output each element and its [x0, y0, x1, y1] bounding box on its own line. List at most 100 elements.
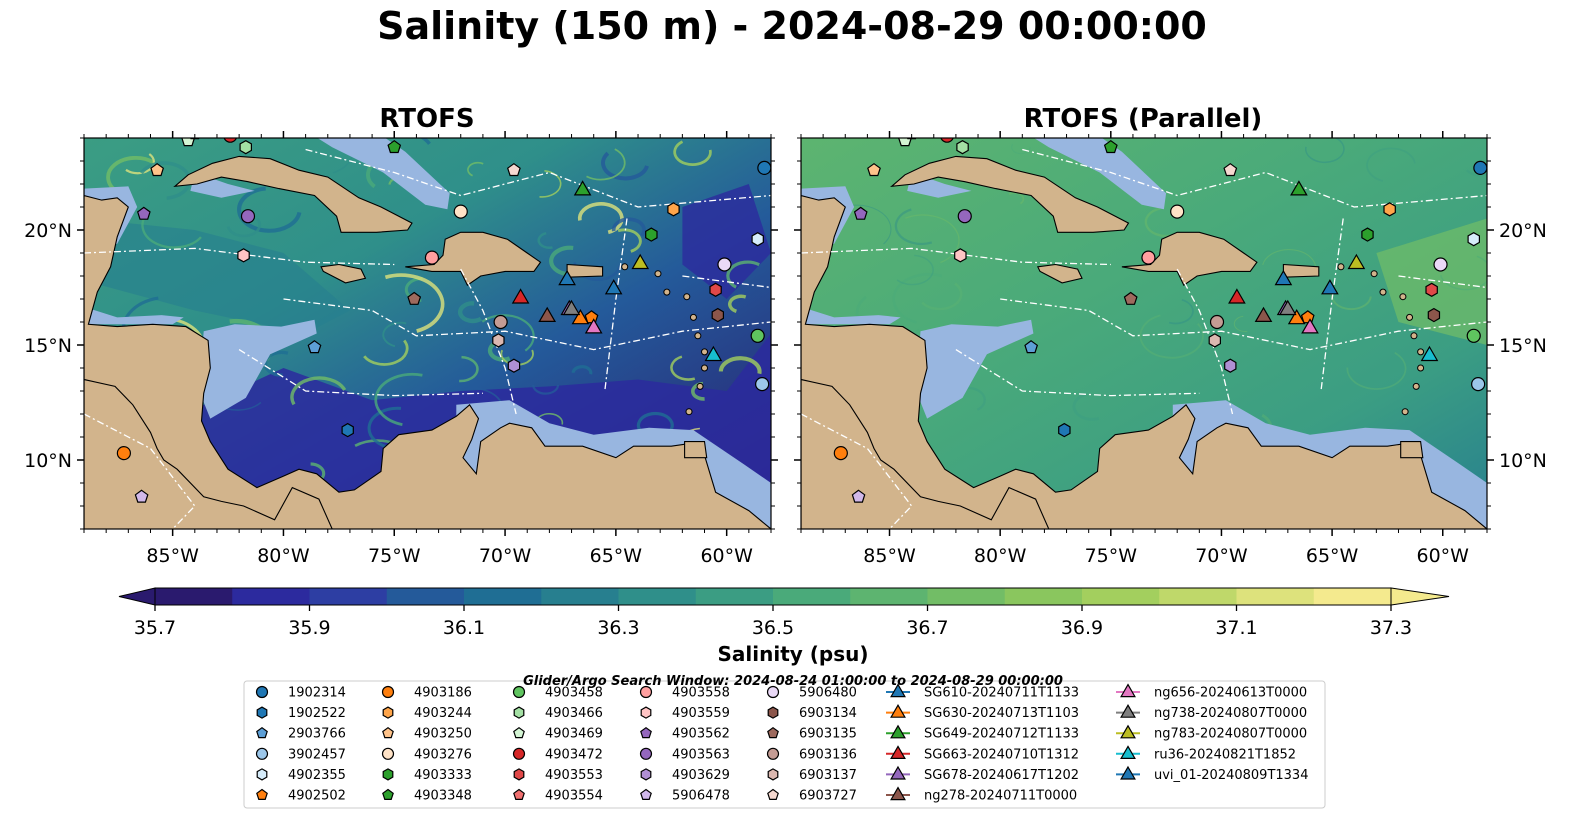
salinity-swirl	[367, 406, 402, 450]
legend-label: 4903458	[545, 686, 603, 701]
colorbar-segment	[1236, 588, 1315, 605]
platform-4903553	[709, 282, 722, 297]
platform-ng783-20240807T0000	[1347, 253, 1366, 270]
platform-2903766	[307, 340, 322, 354]
legend-label: 4903558	[672, 686, 730, 701]
salinity-swirl	[1168, 298, 1194, 325]
mid-salinity-region	[84, 218, 350, 334]
land-jamaica	[320, 263, 367, 284]
platform-1902522	[1058, 422, 1071, 438]
x-tick-label: 70°W	[479, 545, 532, 567]
legend-label: ng738-20240807T0000	[1154, 706, 1307, 721]
island	[683, 293, 691, 301]
legend-marker	[640, 788, 652, 801]
colorbar: 35.7 35.9 36.1 36.3 36.5 36.7 36.9 37.1 37.3	[118, 587, 1450, 639]
legend-marker	[639, 685, 653, 699]
x-tick-label: 75°W	[368, 545, 421, 567]
land-floridaKeys	[960, 104, 1000, 127]
y-tick-label: 20°N	[24, 220, 72, 242]
eez-boundary	[801, 413, 913, 529]
platform-6903727	[506, 162, 521, 177]
salinity-swirl	[1072, 392, 1100, 421]
y-tick-label: 15°N	[1499, 335, 1547, 357]
x-tick-label: 65°W	[590, 545, 643, 567]
platform-4903333	[1361, 227, 1374, 242]
salinity-swirl	[571, 365, 593, 375]
legend-label: 4902355	[288, 768, 346, 783]
colorbar-segment	[1082, 588, 1160, 605]
salinity-swirl	[539, 169, 562, 198]
legend-marker	[890, 745, 906, 760]
colorbar-segment	[309, 588, 388, 605]
land-jamaica	[1036, 263, 1083, 284]
colorbar-segment	[1004, 588, 1083, 605]
eez-boundary	[1320, 218, 1344, 392]
salinity-swirl	[467, 161, 484, 177]
platform-4903562	[136, 206, 151, 220]
salinity-swirl	[1262, 249, 1317, 272]
salinity-swirl	[726, 260, 760, 289]
salinity-swirl	[363, 339, 409, 366]
salinity-swirl	[1011, 143, 1031, 155]
panel-title-rtofs: RTOFS	[379, 104, 474, 134]
island	[1379, 288, 1387, 296]
x-tick-label: 80°W	[974, 545, 1027, 567]
legend-marker	[513, 706, 525, 719]
salinity-swirl	[139, 161, 192, 200]
shelf-gulfHonduras	[805, 308, 901, 325]
platform-4903276	[453, 204, 468, 219]
legend-marker	[256, 768, 268, 781]
platform-4903244	[1383, 202, 1396, 217]
eez-boundary	[801, 247, 1111, 266]
eez-boundary	[604, 218, 628, 392]
eez-boundary	[84, 247, 395, 266]
salinity-swirl	[1144, 207, 1172, 238]
salinity-swirl	[1439, 255, 1487, 291]
platform-4903244	[667, 202, 680, 217]
platform-4903562	[853, 206, 868, 220]
search-window-note: Glider/Argo Search Window: 2024-08-24 01…	[523, 674, 1063, 689]
salinity-swirl	[141, 212, 202, 249]
platform-4903250	[150, 162, 165, 177]
legend-label: 4902502	[288, 789, 346, 804]
colorbar-tick-label: 36.1	[443, 617, 485, 639]
legend-label: 6903727	[799, 789, 857, 804]
platform-4903563	[957, 209, 972, 224]
salinity-swirl	[611, 217, 646, 237]
eez-boundary	[955, 349, 1200, 397]
platform-4903348	[1103, 139, 1118, 154]
platform-4903472	[223, 138, 237, 143]
platform-uvi_01-20240809T1334	[1321, 279, 1339, 295]
legend-marker	[640, 768, 652, 781]
legend-marker	[382, 706, 394, 719]
platform-ng656-20240613T0000	[584, 318, 603, 334]
legend-label: 4903472	[545, 747, 603, 762]
platform-SG649-20240712T1133	[573, 180, 592, 196]
legend-marker	[767, 726, 779, 739]
platform-ru36-20240821T1852	[1420, 345, 1439, 362]
legend-marker	[1120, 703, 1136, 718]
x-tick-label: 85°W	[146, 545, 199, 567]
x-tick-label: 60°W	[1417, 545, 1470, 567]
legend-label: SG663-20240710T1312	[924, 747, 1079, 762]
land-trinidad	[684, 441, 708, 459]
platform-6903136	[1209, 314, 1225, 330]
legend-marker	[1120, 745, 1136, 760]
shelf-gulfHonduras	[88, 308, 184, 325]
low-salinity-eddy	[682, 184, 771, 299]
legend-label: 6903135	[799, 727, 857, 742]
salinity-swirl	[896, 254, 934, 286]
map-panel-rtofs	[84, 138, 771, 529]
eez-boundary	[1022, 148, 1487, 208]
salinity-swirl	[921, 282, 963, 311]
legend-label: ru36-20240821T1852	[1154, 747, 1296, 762]
island	[663, 288, 671, 296]
legend-label: SG630-20240713T1103	[924, 706, 1079, 721]
platform-SG610-20240711T1133	[558, 269, 576, 286]
land-cuba	[173, 155, 413, 233]
legend-label: 6903134	[799, 706, 857, 721]
platform-3902457	[755, 377, 770, 392]
platform-5906480	[1433, 257, 1448, 272]
salinity-swirl	[537, 231, 553, 249]
